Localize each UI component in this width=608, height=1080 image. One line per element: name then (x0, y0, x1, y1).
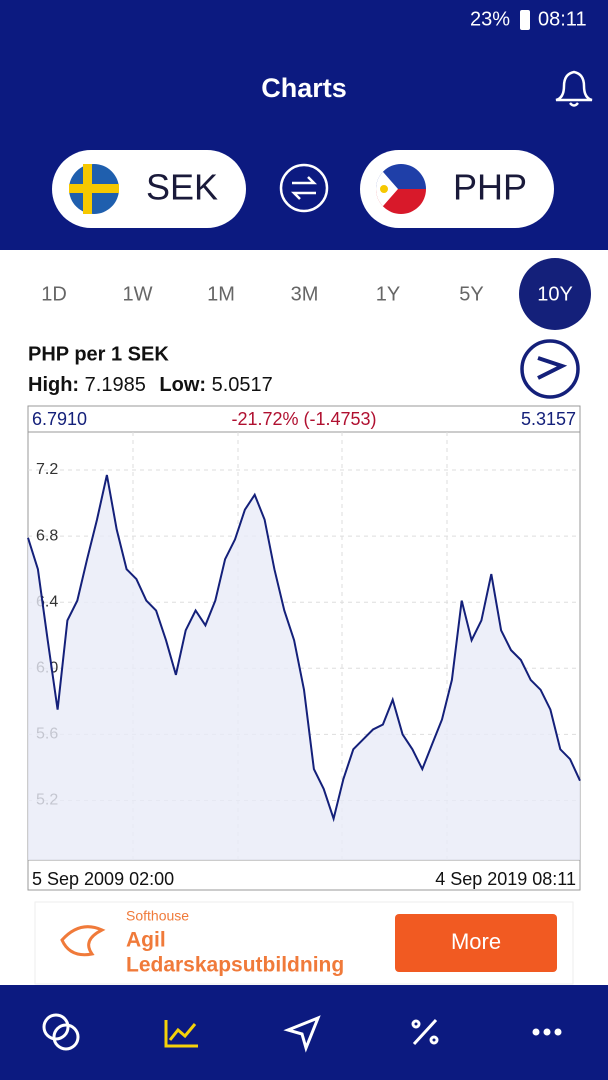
line (27, 474, 581, 823)
share[interactable] (520, 339, 580, 399)
flag-se-h (69, 184, 119, 193)
ad-headline-2: Ledarskapsutbildning (126, 954, 344, 977)
low: 5.0517 (212, 374, 273, 396)
high-label: High: (28, 374, 79, 396)
ad-button[interactable] (395, 914, 557, 972)
start-value: 6.7910 (32, 409, 87, 429)
nav-more[interactable] (532, 1028, 562, 1036)
nav-bg (0, 985, 608, 1080)
nav-icons (42, 1013, 439, 1053)
share-icon (537, 356, 568, 380)
ad-brand: Softhouse (126, 908, 189, 924)
range-tabs: 1D 1W 1M 3M 1Y 5Y 10Y (41, 258, 591, 330)
from-code: SEK (146, 167, 218, 208)
battery: 23% (470, 8, 510, 30)
area (28, 475, 580, 860)
tab[interactable]: 1D (41, 283, 67, 305)
ad-logo (60, 925, 106, 957)
to-code: PHP (453, 167, 527, 208)
x-end: 4 Sep 2019 08:11 (435, 869, 576, 889)
bell[interactable] (555, 70, 593, 107)
tab[interactable]: 5Y (459, 283, 483, 305)
y-tick-label: 6.8 (36, 527, 58, 544)
end-value: 5.3157 (521, 409, 576, 429)
tab[interactable]: 3M (291, 283, 319, 305)
tab[interactable]: 1Y (376, 283, 400, 305)
tab-selected (519, 258, 591, 330)
title: Charts (261, 73, 347, 103)
change: -21.72% (-1.4753) (231, 409, 376, 429)
high-low: High: 7.1985 Low: 5.0517 (28, 374, 273, 396)
y-tick-label: 7.2 (36, 461, 58, 478)
tab[interactable]: 1W (123, 283, 153, 305)
x-start: 5 Sep 2009 02:00 (32, 869, 174, 889)
time: 08:11 (538, 8, 587, 30)
high: 7.1985 (85, 374, 146, 396)
swap-arrows (290, 176, 318, 200)
ad-button-text: More (451, 929, 501, 954)
pair: PHP per 1 SEK (28, 343, 169, 365)
plot: 5.25.66.06.46.87.2 (27, 461, 581, 860)
ad-headline-1: Agil (126, 929, 166, 952)
flag-se-v (83, 164, 92, 214)
swap[interactable] (279, 163, 329, 213)
battery-icon (520, 10, 530, 30)
tab[interactable]: 1M (207, 283, 235, 305)
flag-ph (376, 164, 426, 214)
tab[interactable]: 10Y (537, 283, 573, 305)
low-label: Low: (159, 374, 206, 396)
